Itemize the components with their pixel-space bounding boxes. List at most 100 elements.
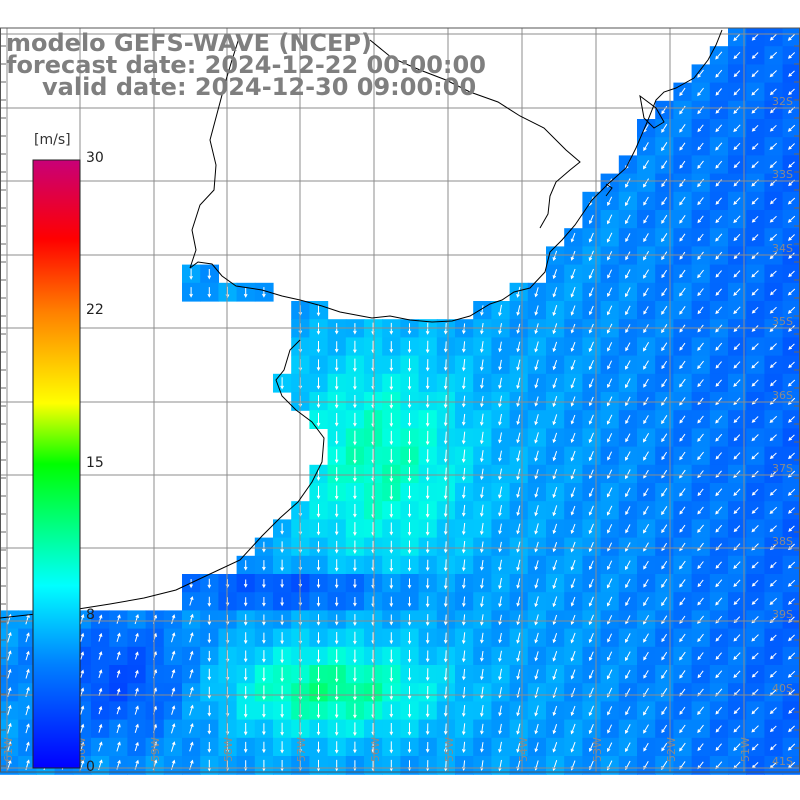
wind-vector-arrow	[461, 632, 466, 645]
wind-vector-arrow	[98, 705, 103, 715]
wind-vector-arrow	[316, 412, 321, 427]
wind-vector-arrow	[715, 706, 723, 715]
wind-vector-arrow	[769, 506, 778, 514]
wind-vector-arrow	[787, 306, 796, 314]
wind-vector-arrow	[552, 269, 558, 280]
wind-vector-arrow	[607, 724, 613, 734]
wind-vector-arrow	[389, 341, 394, 353]
wind-vector-arrow	[116, 723, 121, 734]
wind-vector-arrow	[787, 52, 796, 59]
wind-vector-arrow	[697, 269, 704, 279]
wind-vector-arrow	[425, 614, 430, 626]
wind-vector-arrow	[334, 666, 339, 683]
wind-vector-arrow	[715, 670, 723, 679]
wind-vector-arrow	[425, 650, 430, 663]
wind-vector-arrow	[498, 632, 502, 644]
wind-vector-arrow	[570, 650, 576, 662]
wind-vector-arrow	[570, 305, 576, 316]
wind-vector-arrow	[443, 377, 448, 390]
wind-vector-arrow	[715, 215, 723, 224]
wind-vector-arrow	[498, 395, 502, 408]
wind-vector-arrow	[588, 359, 594, 371]
wind-vector-arrow	[334, 703, 339, 719]
wind-vector-arrow	[769, 379, 777, 387]
wind-vector-arrow	[661, 342, 668, 352]
wind-vector-arrow	[334, 578, 339, 589]
wind-vector-arrow	[316, 632, 321, 645]
wind-vector-arrow	[733, 743, 741, 751]
wind-vector-arrow	[715, 488, 723, 497]
wind-vector-arrow	[788, 507, 795, 514]
wind-vector-arrow	[697, 124, 704, 133]
wind-vector-arrow	[697, 524, 704, 533]
wind-vector-arrow	[588, 214, 594, 225]
colorbar-tick-8: 8	[86, 607, 95, 623]
wind-vector-arrow	[353, 722, 357, 737]
wind-vector-arrow	[625, 378, 631, 389]
wind-vector-arrow	[697, 306, 704, 315]
coastline-inner	[605, 183, 613, 197]
wind-vector-arrow	[769, 288, 777, 296]
wind-vector-arrow	[661, 524, 668, 534]
wind-vector-arrow	[443, 705, 448, 717]
wind-vector-arrow	[552, 451, 558, 462]
wind-vector-arrow	[661, 214, 668, 224]
wind-vector-arrow	[570, 341, 576, 352]
wind-vector-arrow	[389, 559, 394, 572]
wind-vector-arrow	[751, 361, 759, 369]
wind-vector-arrow	[353, 540, 357, 554]
wind-vector-arrow	[280, 685, 284, 701]
wind-vector-arrow	[480, 742, 484, 753]
wind-vector-arrow	[715, 233, 723, 242]
wind-vector-arrow	[697, 142, 704, 151]
wind-vector-arrow	[116, 651, 121, 660]
wind-vector-arrow	[552, 486, 558, 499]
wind-vector-arrow	[425, 578, 430, 590]
wind-vector-arrow	[625, 724, 631, 734]
wind-vector-arrow	[189, 668, 194, 679]
wind-vector-arrow	[769, 161, 777, 169]
wind-vector-arrow	[751, 379, 759, 387]
wind-vector-arrow	[733, 70, 741, 78]
wind-vector-arrow	[534, 723, 539, 735]
wind-vector-arrow	[625, 506, 631, 516]
wind-vector-arrow	[769, 597, 778, 605]
wind-vector-arrow	[643, 233, 649, 243]
wind-vector-arrow	[588, 651, 594, 662]
wind-vector-arrow	[407, 485, 412, 500]
wind-vector-arrow	[607, 651, 613, 662]
wind-vector-arrow	[733, 434, 741, 442]
wind-vector-arrow	[769, 70, 777, 78]
wind-vector-arrow	[679, 597, 686, 606]
wind-vector-arrow	[389, 632, 394, 645]
wind-vector-arrow	[316, 579, 321, 589]
wind-vector-arrow	[751, 234, 759, 241]
wind-vector-arrow	[787, 670, 796, 678]
wind-vector-arrow	[407, 540, 412, 554]
wind-vector-arrow	[769, 634, 777, 642]
wind-vector-arrow	[479, 504, 484, 517]
wind-vector-arrow	[715, 579, 723, 588]
wind-vector-arrow	[715, 342, 723, 351]
wind-vector-arrow	[751, 161, 759, 169]
wind-vector-arrow	[788, 70, 795, 77]
wind-vector-arrow	[570, 541, 576, 553]
wind-vector-arrow	[443, 359, 448, 372]
wind-vector-arrow	[552, 287, 558, 298]
wind-vector-arrow	[787, 379, 796, 387]
wind-vector-arrow	[498, 541, 502, 553]
wind-vector-arrow	[262, 597, 266, 607]
wind-vector-arrow	[661, 269, 668, 279]
wind-vector-arrow	[643, 178, 650, 188]
wind-vector-arrow	[607, 615, 613, 625]
wind-vector-arrow	[480, 377, 484, 389]
wind-vector-arrow	[769, 434, 777, 442]
wind-vector-arrow	[498, 559, 502, 572]
wind-vector-arrow	[607, 196, 613, 206]
wind-vector-arrow	[733, 525, 741, 533]
border-brazil	[369, 39, 581, 229]
wind-vector-arrow	[498, 359, 502, 371]
wind-vector-arrow	[389, 723, 394, 736]
wind-vector-arrow	[607, 378, 613, 389]
